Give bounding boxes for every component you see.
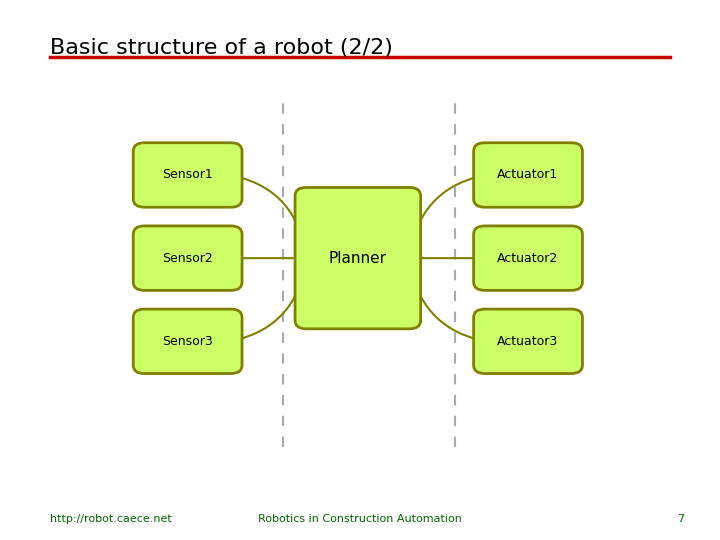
FancyBboxPatch shape [133,143,242,207]
Text: Actuator2: Actuator2 [498,252,559,265]
FancyBboxPatch shape [133,226,242,291]
FancyBboxPatch shape [474,309,582,374]
FancyBboxPatch shape [295,187,420,329]
Text: Sensor3: Sensor3 [162,335,213,348]
Text: Sensor1: Sensor1 [162,168,213,181]
Text: Basic structure of a robot (2/2): Basic structure of a robot (2/2) [50,38,393,58]
FancyBboxPatch shape [474,226,582,291]
FancyBboxPatch shape [133,309,242,374]
Text: Sensor2: Sensor2 [162,252,213,265]
Text: 7: 7 [677,514,684,524]
Text: Planner: Planner [329,251,387,266]
FancyBboxPatch shape [474,143,582,207]
Text: Actuator3: Actuator3 [498,335,559,348]
Text: Actuator1: Actuator1 [498,168,559,181]
Text: http://robot.caece.net: http://robot.caece.net [50,514,172,524]
Text: Robotics in Construction Automation: Robotics in Construction Automation [258,514,462,524]
